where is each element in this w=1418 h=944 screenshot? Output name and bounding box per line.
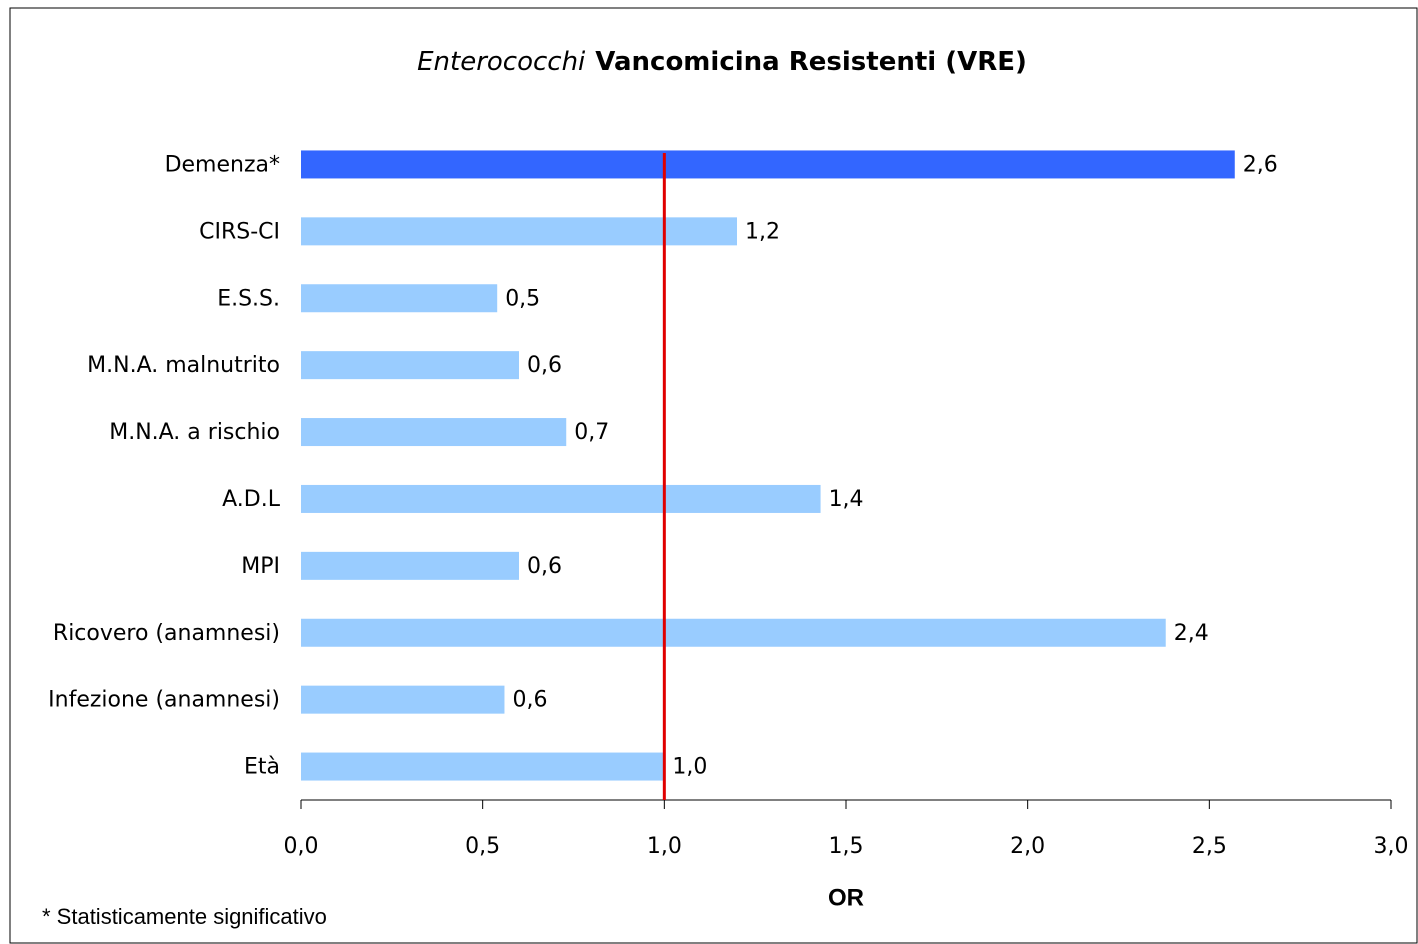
x-tick-label: 2,5 [1192, 834, 1227, 859]
footnote: * Statisticamente significativo [42, 904, 327, 929]
value-label: 0,6 [527, 554, 562, 579]
y-tick-label: Età [244, 755, 280, 780]
value-label: 0,6 [512, 688, 547, 713]
title-italic: Enterococchi [417, 47, 586, 77]
x-tick-label: 0,0 [284, 834, 319, 859]
value-label: 0,6 [527, 353, 562, 378]
bar [301, 418, 567, 447]
bar [301, 752, 665, 781]
bar [301, 618, 1166, 647]
bar [301, 551, 519, 580]
bar [301, 685, 505, 714]
bar [301, 150, 1235, 179]
bar [301, 217, 737, 246]
y-tick-label: A.D.L [222, 487, 281, 512]
chart-title: Enterococchi Vancomicina Resistenti (VRE) [417, 47, 1027, 77]
x-tick-label: 1,5 [829, 834, 864, 859]
value-label: 0,5 [505, 286, 540, 311]
y-tick-label: MPI [241, 554, 280, 579]
value-label: 2,6 [1243, 152, 1278, 177]
value-label: 2,4 [1174, 621, 1209, 646]
y-tick-label: Ricovero (anamnesi) [53, 621, 280, 646]
y-tick-label: M.N.A. a rischio [109, 420, 280, 445]
x-tick-label: 1,0 [647, 834, 682, 859]
chart-frame [9, 7, 1418, 944]
value-label: 0,7 [574, 420, 609, 445]
bar [301, 284, 498, 313]
x-tick-label: 3,0 [1374, 834, 1409, 859]
value-label: 1,0 [672, 755, 707, 780]
y-tick-label: CIRS-CI [199, 219, 280, 244]
x-axis-label: OR [828, 884, 864, 911]
y-tick-label: Infezione (anamnesi) [48, 688, 280, 713]
y-tick-label: Demenza* [165, 152, 280, 177]
value-label: 1,2 [745, 219, 780, 244]
value-label: 1,4 [829, 487, 864, 512]
bar [301, 484, 821, 513]
y-tick-label: E.S.S. [217, 286, 280, 311]
title-rest: Vancomicina Resistenti (VRE) [595, 47, 1027, 77]
x-tick-label: 2,0 [1010, 834, 1045, 859]
x-tick-label: 0,5 [465, 834, 500, 859]
y-tick-label: M.N.A. malnutrito [87, 353, 280, 378]
bar [301, 351, 519, 380]
